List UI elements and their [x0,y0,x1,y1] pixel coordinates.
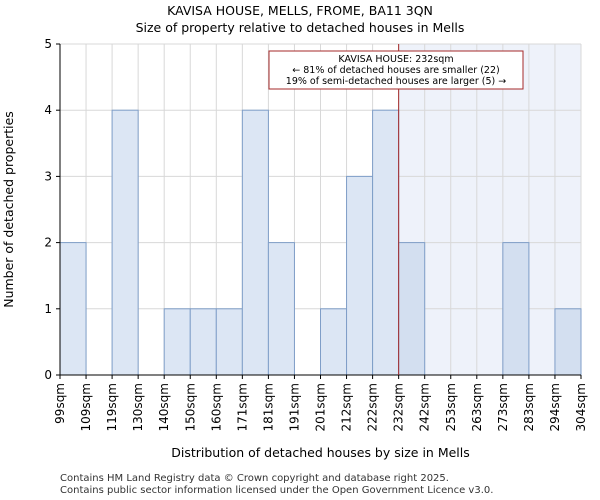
histogram-bar [59,242,87,376]
annotation-line: 19% of semi-detached houses are larger (… [286,76,506,87]
y-tick-label: 0 [44,368,52,382]
histogram-bar [111,109,139,376]
annotation-line: KAVISA HOUSE: 232sqm [338,54,453,65]
larger-region-shade [398,44,581,375]
x-tick-label: 212sqm [340,383,354,431]
x-tick-label: 273sqm [496,383,510,431]
x-tick-label: 109sqm [79,383,93,431]
histogram-bar [215,308,243,376]
histogram-bar [267,242,295,376]
x-axis-title: Distribution of detached houses by size … [171,445,470,460]
x-tick-label: 242sqm [418,383,432,431]
x-tick-label: 99sqm [53,383,67,424]
histogram-bar [189,308,217,376]
x-tick-label: 171sqm [235,383,249,431]
y-tick-label: 4 [44,103,52,117]
x-tick-label: 283sqm [522,383,536,431]
chart-subtitle: Size of property relative to detached ho… [135,20,465,35]
histogram-bar [346,175,374,376]
y-axis-title: Number of detached properties [1,111,16,308]
x-tick-label: 222sqm [366,383,380,431]
footer-licence: Contains public sector information licen… [60,485,494,496]
x-tick-label: 201sqm [314,383,328,431]
histogram-bar [372,109,400,376]
x-tick-label: 119sqm [105,383,119,431]
x-tick-label: 150sqm [183,383,197,431]
footer-copyright: Contains HM Land Registry data © Crown c… [60,473,449,484]
x-tick-label: 160sqm [209,383,223,431]
x-tick-label: 232sqm [392,383,406,431]
x-tick-label: 294sqm [548,383,562,431]
histogram-bar [163,308,191,376]
y-tick-label: 1 [44,302,52,316]
y-tick-label: 2 [44,236,52,250]
chart-title: KAVISA HOUSE, MELLS, FROME, BA11 3QN [167,3,433,18]
x-tick-label: 130sqm [131,383,145,431]
histogram-bar [554,308,582,376]
x-tick-label: 181sqm [261,383,275,431]
histogram-bar [502,242,530,376]
annotation-line: ← 81% of detached houses are smaller (22… [292,65,499,76]
x-tick-label: 140sqm [157,383,171,431]
histogram-bar [241,109,269,376]
x-tick-label: 263sqm [470,383,484,431]
y-tick-label: 5 [44,37,52,51]
x-tick-label: 191sqm [287,383,301,431]
histogram-bar [398,242,426,376]
x-tick-label: 253sqm [444,383,458,431]
annotation-box [268,50,524,90]
histogram-bar [320,308,348,376]
x-tick-label: 304sqm [574,383,588,431]
y-tick-label: 3 [44,169,52,183]
